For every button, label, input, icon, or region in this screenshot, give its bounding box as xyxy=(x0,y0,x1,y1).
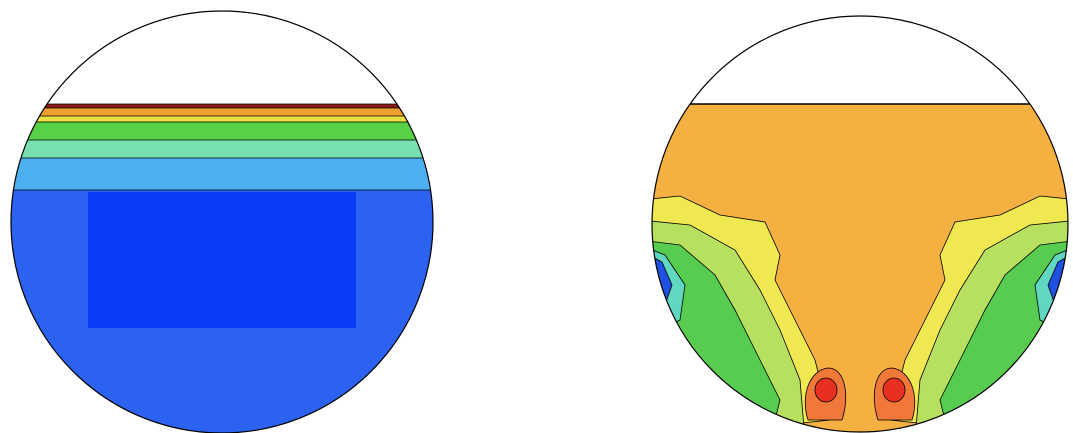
band-deep-blue xyxy=(88,192,356,328)
region-red xyxy=(814,377,838,403)
band-light-blue xyxy=(11,158,433,190)
band-orange xyxy=(11,108,433,116)
band-dark-red xyxy=(11,104,433,108)
region-red xyxy=(882,377,906,403)
right-contour-plot xyxy=(652,16,1068,432)
contour-lines xyxy=(11,103,433,191)
left-contour-plot xyxy=(11,11,433,433)
band-green xyxy=(11,122,433,140)
left-boundary xyxy=(10,10,434,433)
band-yellow xyxy=(11,116,433,122)
right-boundary xyxy=(651,15,1069,433)
empty-region xyxy=(11,11,433,104)
band-light-green xyxy=(11,140,433,158)
